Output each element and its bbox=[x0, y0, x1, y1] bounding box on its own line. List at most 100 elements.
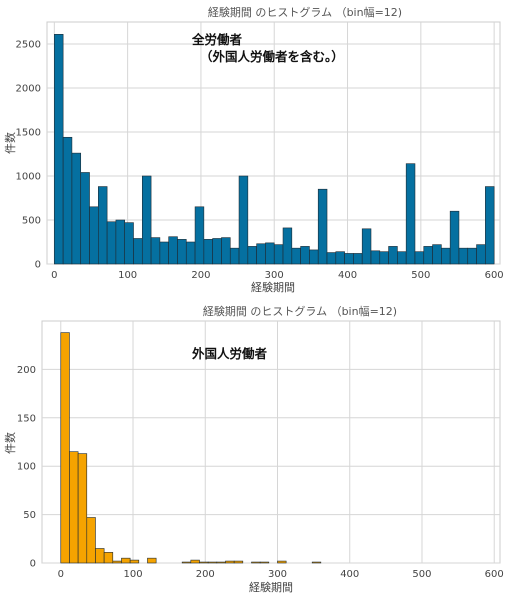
histogram-bar bbox=[77, 453, 88, 564]
histogram-bar bbox=[458, 247, 469, 265]
histogram-bar bbox=[370, 250, 381, 265]
x-tick-label: 500 bbox=[411, 270, 430, 281]
x-tick-label: 300 bbox=[268, 569, 287, 580]
x-tick-label: 300 bbox=[265, 270, 284, 281]
chart-title: 経験期間 のヒストグラム （bin幅=12) bbox=[203, 304, 397, 318]
histogram-bar bbox=[441, 247, 451, 265]
histogram-bar bbox=[62, 136, 73, 265]
histogram-bar bbox=[115, 219, 125, 265]
bars bbox=[54, 34, 495, 265]
histogram-bar bbox=[112, 560, 122, 564]
bars bbox=[60, 332, 322, 564]
histogram-bar bbox=[221, 237, 231, 265]
histogram-bar bbox=[467, 247, 477, 265]
histogram-bar bbox=[71, 152, 82, 265]
x-tick-label: 100 bbox=[118, 270, 137, 281]
x-tick-label: 200 bbox=[196, 569, 215, 580]
histogram-bar bbox=[225, 560, 235, 564]
y-tick-labels: 0 500 1000 1500 2000 2500 bbox=[16, 40, 41, 271]
histogram-bar bbox=[476, 244, 486, 265]
histogram-bar bbox=[311, 561, 322, 564]
x-tick-labels: 0 100 200 300 400 500 600 bbox=[51, 270, 504, 281]
histogram-bar bbox=[80, 172, 90, 265]
y-tick-labels: 0 50 100 150 200 bbox=[17, 365, 36, 570]
histogram-bar bbox=[405, 163, 416, 265]
y-tick-label: 1000 bbox=[16, 172, 41, 183]
histogram-bar bbox=[251, 561, 261, 564]
histogram-bar bbox=[277, 560, 287, 564]
histogram-bar bbox=[129, 559, 140, 564]
y-axis-label: 件数 bbox=[4, 432, 17, 454]
y-tick-label: 50 bbox=[23, 510, 36, 521]
y-tick-label: 0 bbox=[35, 260, 41, 271]
x-tick-label: 0 bbox=[58, 569, 64, 580]
y-tick-label: 200 bbox=[17, 365, 36, 376]
histogram-bar bbox=[309, 249, 319, 265]
histogram-bar bbox=[388, 246, 398, 265]
histogram-bar bbox=[335, 251, 345, 265]
histogram-bar bbox=[247, 246, 257, 265]
histogram-bar bbox=[95, 548, 105, 564]
y-tick-label: 100 bbox=[17, 462, 36, 473]
histogram-all-workers: 経験期間 のヒストグラム （bin幅=12) 05001000150020002… bbox=[4, 5, 504, 294]
annotation-line-1: 全労働者 bbox=[191, 32, 243, 47]
y-tick-label: 150 bbox=[17, 413, 36, 424]
x-tick-label: 0 bbox=[51, 270, 57, 281]
histogram-bar bbox=[86, 517, 96, 564]
histogram-bar bbox=[177, 239, 187, 265]
y-tick-label: 0 bbox=[30, 559, 36, 570]
histogram-bar bbox=[256, 243, 266, 265]
histogram-bar bbox=[414, 251, 425, 265]
histogram-bar bbox=[233, 560, 244, 564]
histogram-bar bbox=[203, 239, 213, 265]
x-tick-label: 600 bbox=[485, 270, 504, 281]
histogram-bar bbox=[98, 186, 108, 265]
histogram-bar bbox=[141, 175, 152, 265]
histogram-bar bbox=[212, 238, 222, 265]
histogram-bar bbox=[265, 242, 275, 265]
histogram-bar bbox=[485, 186, 495, 265]
x-tick-labels: 0 100 200 300 400 500 600 bbox=[58, 569, 504, 580]
histogram-bar bbox=[121, 557, 131, 564]
chart-title: 経験期間 のヒストグラム （bin幅=12) bbox=[208, 5, 402, 19]
histogram-bar bbox=[190, 559, 200, 564]
annotation-line-2: （外国人労働者を含む。） bbox=[200, 49, 344, 64]
histogram-bar bbox=[54, 34, 64, 265]
histogram-bar bbox=[147, 557, 157, 564]
x-tick-label: 200 bbox=[191, 270, 210, 281]
histogram-bar bbox=[361, 228, 372, 265]
histogram-bar bbox=[150, 237, 161, 265]
histogram-bar bbox=[133, 238, 143, 265]
y-tick-label: 500 bbox=[22, 216, 41, 227]
histogram-bar bbox=[326, 252, 337, 265]
plot-frame bbox=[41, 320, 501, 564]
histogram-bar bbox=[449, 210, 460, 265]
x-tick-label: 400 bbox=[340, 569, 359, 580]
histogram-bar bbox=[185, 241, 196, 265]
y-tick-label: 2500 bbox=[16, 40, 41, 51]
annotation-line-1: 外国人労働者 bbox=[191, 346, 268, 361]
x-axis-label: 経験期間 bbox=[251, 280, 295, 294]
histogram-bar bbox=[199, 561, 209, 564]
histogram-bar bbox=[60, 332, 70, 564]
histogram-bar bbox=[207, 561, 218, 564]
histogram-bar bbox=[168, 236, 178, 265]
x-tick-label: 100 bbox=[123, 569, 142, 580]
histogram-bar bbox=[194, 206, 205, 265]
histogram-bar bbox=[397, 251, 407, 265]
histogram-bar bbox=[300, 246, 310, 265]
histogram-bar bbox=[353, 253, 363, 265]
histogram-bar bbox=[291, 247, 301, 265]
y-tick-label: 1500 bbox=[16, 128, 41, 139]
histogram-bar bbox=[432, 244, 442, 265]
histogram-bar bbox=[229, 247, 240, 265]
histogram-bar bbox=[103, 552, 114, 564]
histogram-bar bbox=[344, 253, 354, 265]
x-axis-label: 経験期間 bbox=[249, 580, 293, 594]
histogram-bar bbox=[159, 241, 169, 265]
x-tick-label: 600 bbox=[485, 569, 504, 580]
histogram-bar bbox=[69, 451, 79, 564]
y-axis-label: 件数 bbox=[4, 132, 17, 154]
histogram-bar bbox=[317, 188, 328, 265]
